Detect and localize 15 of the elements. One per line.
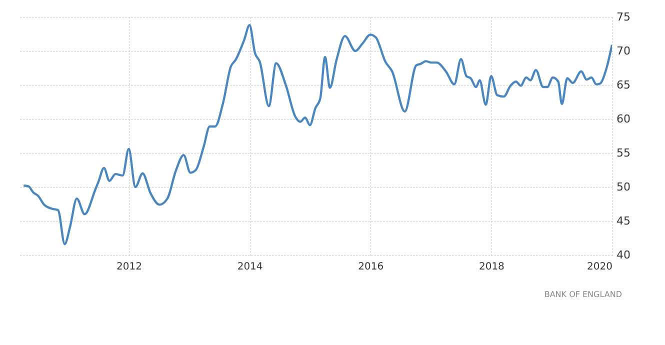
- y-tick-label: 75: [616, 10, 630, 24]
- y-tick-label: 55: [616, 146, 630, 160]
- text: BANK OF ENGLAND: [544, 290, 622, 299]
- x-tick-label: 2014: [237, 262, 263, 272]
- x-tick-label: 2018: [478, 262, 504, 272]
- line-series: [22, 24, 612, 246]
- y-tick-label: 50: [616, 180, 630, 194]
- x-tick-label: 2012: [116, 262, 142, 272]
- y-tick-label: 65: [616, 78, 630, 92]
- y-tick-label: 45: [616, 214, 630, 228]
- y-tick-label: 70: [616, 44, 630, 58]
- x-tick-label: 2020: [587, 262, 612, 272]
- y-tick-label: 40: [616, 248, 630, 262]
- y-tick-label: 60: [616, 112, 630, 126]
- x-tick-label: 2016: [358, 262, 384, 272]
